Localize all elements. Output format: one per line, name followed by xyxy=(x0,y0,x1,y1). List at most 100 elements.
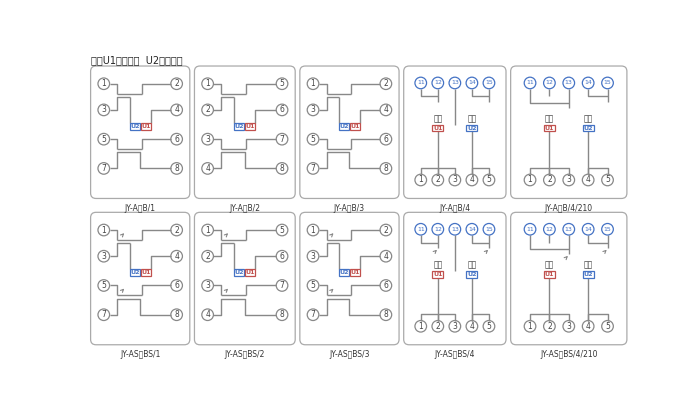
Bar xyxy=(141,269,150,276)
Text: 14: 14 xyxy=(584,81,592,85)
Text: 1: 1 xyxy=(205,79,210,88)
Text: 6: 6 xyxy=(174,135,179,144)
Text: 4: 4 xyxy=(205,164,210,173)
Text: JY-AS、BS/4: JY-AS、BS/4 xyxy=(435,350,475,359)
Text: 启动: 启动 xyxy=(468,114,477,123)
Text: 14: 14 xyxy=(468,81,476,85)
Text: 8: 8 xyxy=(384,164,388,173)
Text: U1: U1 xyxy=(350,270,360,275)
Text: U2: U2 xyxy=(583,126,593,130)
Text: 电源: 电源 xyxy=(433,114,442,123)
Text: 2: 2 xyxy=(435,175,440,184)
Text: 1: 1 xyxy=(205,225,210,234)
Text: 11: 11 xyxy=(417,81,425,85)
Text: 3: 3 xyxy=(311,106,316,115)
Text: 1: 1 xyxy=(419,322,423,331)
Text: 3: 3 xyxy=(452,175,457,184)
Text: U2: U2 xyxy=(130,124,139,128)
Text: 启动: 启动 xyxy=(584,114,593,123)
Text: 4: 4 xyxy=(586,322,591,331)
Bar xyxy=(433,271,443,278)
Text: 5: 5 xyxy=(486,175,491,184)
Text: U2: U2 xyxy=(583,272,593,277)
Text: 启动: 启动 xyxy=(468,260,477,269)
Text: 电源: 电源 xyxy=(545,114,554,123)
Text: 15: 15 xyxy=(485,81,493,85)
Text: U1: U1 xyxy=(433,272,442,277)
Text: JY-AS、BS/1: JY-AS、BS/1 xyxy=(120,350,160,359)
Text: 2: 2 xyxy=(384,79,388,88)
Bar xyxy=(130,269,140,276)
Text: 2: 2 xyxy=(435,322,440,331)
Text: 注：U1辅助电源  U2整定电压: 注：U1辅助电源 U2整定电压 xyxy=(92,55,183,65)
Bar xyxy=(234,269,244,276)
Text: 2: 2 xyxy=(174,225,179,234)
Text: JY-A、B/2: JY-A、B/2 xyxy=(230,204,260,213)
Text: U2: U2 xyxy=(467,126,477,130)
Text: U1: U1 xyxy=(246,124,255,128)
Text: 5: 5 xyxy=(311,135,316,144)
Text: 电源: 电源 xyxy=(433,260,442,269)
Text: 3: 3 xyxy=(102,106,106,115)
Text: 5: 5 xyxy=(605,175,610,184)
Text: 3: 3 xyxy=(566,175,571,184)
Text: 15: 15 xyxy=(603,227,611,232)
Text: 2: 2 xyxy=(205,252,210,261)
Text: 7: 7 xyxy=(311,310,316,319)
Text: 1: 1 xyxy=(528,322,533,331)
Text: 5: 5 xyxy=(605,322,610,331)
Text: 1: 1 xyxy=(311,79,316,88)
Text: JY-AS、BS/4/210: JY-AS、BS/4/210 xyxy=(540,350,598,359)
Text: 4: 4 xyxy=(174,252,179,261)
Text: 3: 3 xyxy=(452,322,457,331)
Text: 4: 4 xyxy=(205,310,210,319)
Text: 4: 4 xyxy=(470,175,475,184)
Text: 4: 4 xyxy=(586,175,591,184)
Text: 1: 1 xyxy=(102,79,106,88)
Bar xyxy=(339,269,349,276)
Text: 12: 12 xyxy=(434,81,442,85)
Text: 12: 12 xyxy=(545,227,553,232)
Text: 2: 2 xyxy=(547,175,552,184)
Bar xyxy=(544,124,555,131)
Text: 13: 13 xyxy=(451,81,458,85)
Bar xyxy=(339,123,349,130)
Text: JY-AS、BS/3: JY-AS、BS/3 xyxy=(329,350,370,359)
Bar xyxy=(466,124,477,131)
Text: 2: 2 xyxy=(205,106,210,115)
Text: 15: 15 xyxy=(603,81,611,85)
Text: JY-A、B/3: JY-A、B/3 xyxy=(334,204,365,213)
Text: 11: 11 xyxy=(526,81,534,85)
Text: 13: 13 xyxy=(565,81,573,85)
Text: 电源: 电源 xyxy=(545,260,554,269)
Bar xyxy=(130,123,140,130)
Text: 15: 15 xyxy=(485,227,493,232)
Text: 1: 1 xyxy=(419,175,423,184)
Text: 7: 7 xyxy=(102,164,106,173)
Bar xyxy=(245,269,255,276)
Text: U1: U1 xyxy=(350,124,360,128)
Text: U2: U2 xyxy=(130,270,139,275)
Text: U2: U2 xyxy=(234,124,244,128)
Text: 3: 3 xyxy=(102,252,106,261)
Text: U1: U1 xyxy=(246,270,255,275)
Text: 启动: 启动 xyxy=(584,260,593,269)
Text: 12: 12 xyxy=(434,227,442,232)
Text: 2: 2 xyxy=(174,79,179,88)
Text: 6: 6 xyxy=(279,106,284,115)
Text: 11: 11 xyxy=(526,227,534,232)
Bar xyxy=(234,123,244,130)
Text: 5: 5 xyxy=(279,225,284,234)
Text: 5: 5 xyxy=(486,322,491,331)
Text: 5: 5 xyxy=(311,281,316,290)
Text: U1: U1 xyxy=(141,124,150,128)
Bar xyxy=(350,269,360,276)
Text: 7: 7 xyxy=(279,135,284,144)
Text: U2: U2 xyxy=(340,124,349,128)
Text: 11: 11 xyxy=(417,227,425,232)
Text: 12: 12 xyxy=(545,81,553,85)
Text: JY-AS、BS/2: JY-AS、BS/2 xyxy=(225,350,265,359)
Text: 3: 3 xyxy=(205,135,210,144)
Text: U1: U1 xyxy=(433,126,442,130)
Text: 8: 8 xyxy=(279,310,284,319)
